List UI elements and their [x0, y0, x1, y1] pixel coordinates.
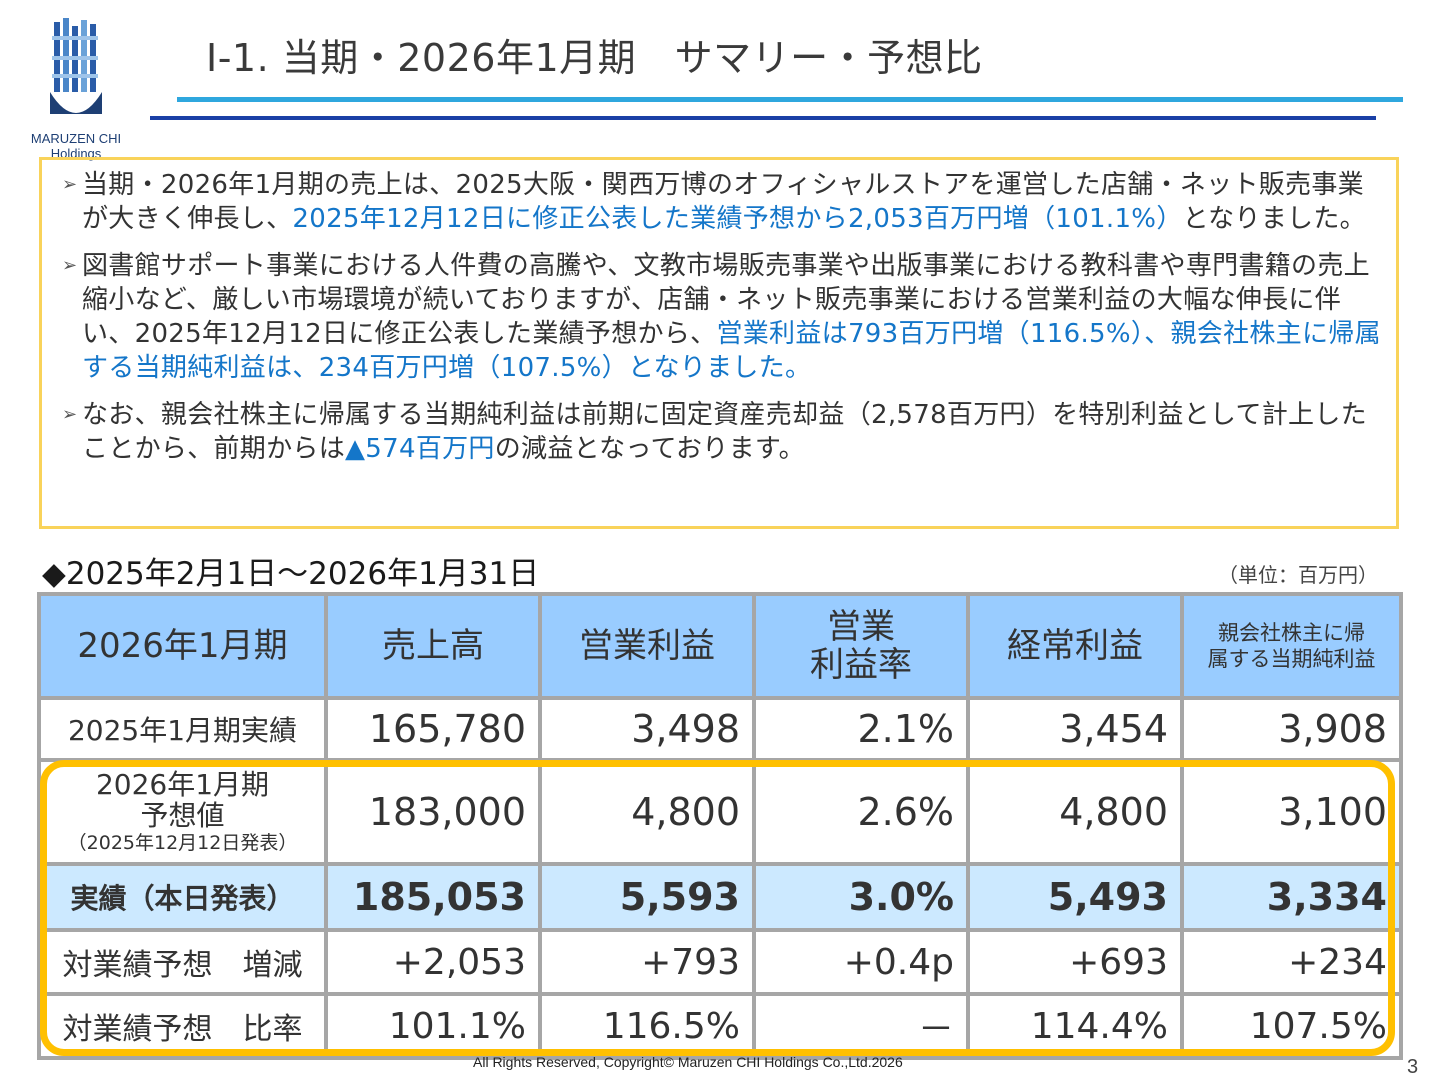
arrow-bullet-icon: ➢	[62, 174, 78, 195]
bullet-text-end: の減益となっております。	[494, 434, 805, 464]
table-cell: 101.1%	[324, 992, 542, 1060]
table-row-forecast: 2026年1月期 予想値 （2025年12月12日発表） 183,000 4,8…	[37, 758, 1403, 866]
header-period: 2026年1月期	[37, 592, 328, 700]
table-cell: 3,454	[966, 696, 1184, 762]
table-cell: +234	[1180, 928, 1403, 996]
table-cell: 5,493	[966, 862, 1184, 932]
row-label: 2025年1月期実績	[37, 696, 328, 762]
table-cell: 4,800	[966, 758, 1184, 866]
period-heading: ◆2025年2月1日～2026年1月31日	[42, 556, 540, 592]
header-operating-profit: 営業利益	[538, 592, 756, 700]
table-cell: 3.0%	[752, 862, 970, 932]
table-cell: 3,334	[1180, 862, 1403, 932]
table-cell: 3,498	[538, 696, 756, 762]
header-operating-margin: 営業 利益率	[752, 592, 970, 700]
header-net-income-line2: 属する当期純利益	[1207, 647, 1376, 671]
bullet-text: なお、親会社株主に帰属する当期純利益は前期に固定資産売却益（2,578百万円）を…	[82, 400, 1367, 464]
forecast-label-line2: 予想値	[140, 799, 225, 832]
table-cell: 3,100	[1180, 758, 1403, 866]
table-cell: +793	[538, 928, 756, 996]
summary-box: ➢ 当期・2026年1月期の売上は、2025大阪・関西万博のオフィシャルストアを…	[39, 157, 1399, 529]
forecast-label-line1: 2026年1月期	[95, 768, 270, 801]
table-cell: 114.4%	[966, 992, 1184, 1060]
table-cell: 183,000	[324, 758, 542, 866]
summary-bullet-text: 当期・2026年1月期の売上は、2025大阪・関西万博のオフィシャルストアを運営…	[82, 168, 1386, 236]
table-row-ratio: 対業績予想 比率 101.1% 116.5% － 114.4% 107.5%	[37, 992, 1403, 1060]
copyright-footer: All Rights Reserved, Copyright© Maruzen …	[473, 1054, 903, 1070]
results-table: 2026年1月期 売上高 営業利益 営業 利益率 経常利益 親会社株主に帰 属す…	[37, 592, 1403, 1060]
header-operating-margin-line1: 営業	[827, 607, 895, 647]
table-cell: －	[752, 992, 970, 1060]
table-cell: 185,053	[324, 862, 542, 932]
header-ordinary-profit: 経常利益	[966, 592, 1184, 700]
header-operating-margin-line2: 利益率	[810, 645, 912, 685]
table-cell: 116.5%	[538, 992, 756, 1060]
row-label-forecast: 2026年1月期 予想値 （2025年12月12日発表）	[37, 758, 328, 866]
table-cell: +0.4p	[752, 928, 970, 996]
table-cell: 5,593	[538, 862, 756, 932]
table-cell: +693	[966, 928, 1184, 996]
header-net-income: 親会社株主に帰 属する当期純利益	[1180, 592, 1403, 700]
arrow-bullet-icon: ➢	[62, 404, 78, 425]
logo-name: MARUZEN CHI	[30, 131, 122, 146]
table-cell: 2.6%	[752, 758, 970, 866]
title-rule-dark	[150, 116, 1376, 120]
logo-mark-icon	[50, 16, 102, 130]
row-label: 実績（本日発表）	[37, 862, 328, 932]
header-sales: 売上高	[324, 592, 542, 700]
title-rule-light	[177, 97, 1403, 102]
arrow-bullet-icon: ➢	[62, 255, 78, 276]
table-row-actual: 実績（本日発表） 185,053 5,593 3.0% 5,493 3,334	[37, 862, 1403, 932]
forecast-label-line3: （2025年12月12日発表）	[67, 832, 298, 854]
summary-bullet: ➢ 図書館サポート事業における人件費の高騰や、文教市場販売事業や出版事業における…	[62, 249, 1386, 385]
table-cell: 165,780	[324, 696, 542, 762]
table-cell: 107.5%	[1180, 992, 1403, 1060]
table-header-row: 2026年1月期 売上高 営業利益 営業 利益率 経常利益 親会社株主に帰 属す…	[37, 592, 1403, 700]
table-cell: 2.1%	[752, 696, 970, 762]
table-row-difference: 対業績予想 増減 +2,053 +793 +0.4p +693 +234	[37, 928, 1403, 996]
summary-bullet: ➢ 当期・2026年1月期の売上は、2025大阪・関西万博のオフィシャルストアを…	[62, 168, 1386, 236]
page-number: 3	[1407, 1056, 1419, 1078]
summary-bullet-text: 図書館サポート事業における人件費の高騰や、文教市場販売事業や出版事業における教科…	[82, 249, 1386, 385]
summary-bullet-text: なお、親会社株主に帰属する当期純利益は前期に固定資産売却益（2,578百万円）を…	[82, 398, 1386, 466]
table-row-prior-actual: 2025年1月期実績 165,780 3,498 2.1% 3,454 3,90…	[37, 696, 1403, 762]
row-label: 対業績予想 比率	[37, 992, 328, 1060]
bullet-text-end: となりました。	[1182, 204, 1366, 234]
row-label: 対業績予想 増減	[37, 928, 328, 996]
table-cell: +2,053	[324, 928, 542, 996]
table-cell: 4,800	[538, 758, 756, 866]
bullet-text: 当期・2026年1月期の売上は、2025大阪・関西万博のオフィシャルストアを運営…	[82, 170, 1364, 234]
header-net-income-line1: 親会社株主に帰	[1218, 621, 1365, 645]
company-logo: MARUZEN CHI Holdings	[10, 14, 142, 161]
bullet-highlight: 2025年12月12日に修正公表した業績予想から2,053百万円増（101.1%…	[292, 204, 1183, 234]
unit-note: （単位：百万円）	[1218, 563, 1378, 587]
bullet-highlight: ▲574百万円	[345, 434, 495, 464]
bullet-highlight: 営業利益は793百万円増（116.5%）、親会社株主に帰属する当期純利益は、23…	[82, 319, 1381, 383]
summary-bullet: ➢ なお、親会社株主に帰属する当期純利益は前期に固定資産売却益（2,578百万円…	[62, 398, 1386, 466]
bullet-text: 図書館サポート事業における人件費の高騰や、文教市場販売事業や出版事業における教科…	[82, 251, 1370, 349]
table-cell: 3,908	[1180, 696, 1403, 762]
page-title: Ⅰ-1. 当期・2026年1月期 サマリー・予想比	[206, 36, 983, 80]
